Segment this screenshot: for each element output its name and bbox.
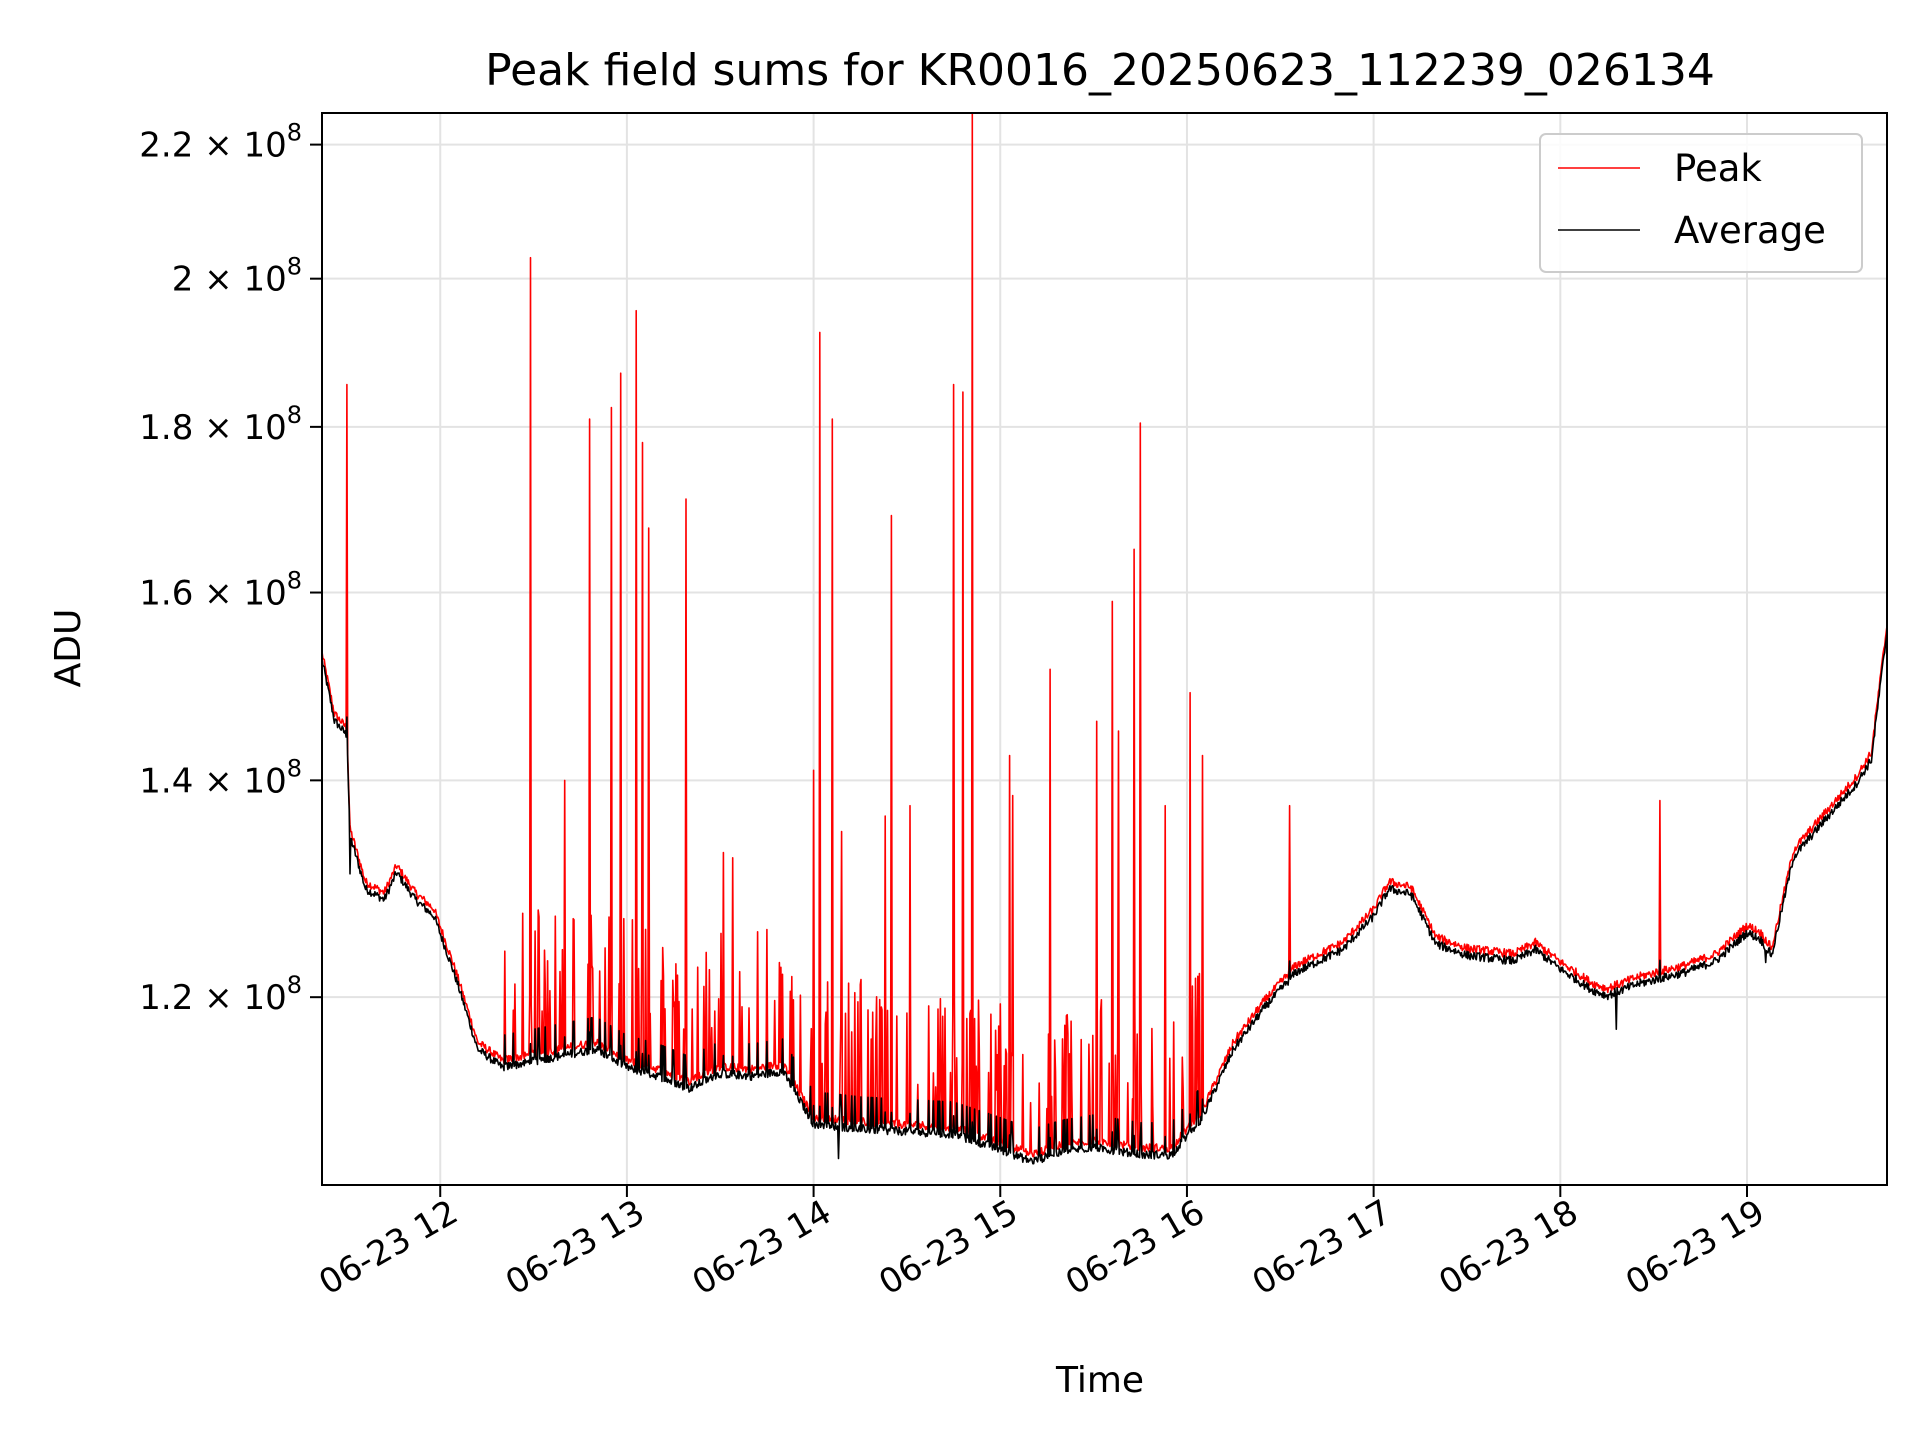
series-layer [321,112,1888,1165]
x-axis-label: Time [1055,1360,1144,1401]
x-axis: 06-23 12 06-23 13 06-23 14 06-23 15 06-23 16… [312,1185,1771,1303]
chart-title: Peak field sums for KR0016_20250623_1122… [485,45,1715,96]
legend-label-average: Average [1674,209,1826,252]
y-tick-label: 2 × 108 [172,253,302,300]
y-tick-label: 1.2 × 108 [139,971,302,1018]
x-tick-label: 06-23 12 [312,1192,464,1303]
y-tick-label: 2.2 × 108 [139,119,302,166]
y-tick-label: 1.4 × 108 [139,754,302,801]
y-axis-label: ADU [48,609,89,688]
series-line-peak [321,112,1888,1158]
x-tick-label: 06-23 13 [499,1192,651,1303]
y-tick-label: 1.6 × 108 [139,567,302,614]
y-axis: 1.2 × 108 1.4 × 108 1.6 × 108 1.8 × 108 2 × … [139,119,322,1018]
plot-area-frame [321,112,1888,1186]
x-tick-label: 06-23 14 [686,1192,838,1303]
y-tick-label: 1.8 × 108 [139,401,302,448]
legend-label-peak: Peak [1674,147,1762,190]
grid-lines [322,113,1887,1185]
x-tick-label: 06-23 17 [1246,1192,1398,1303]
x-tick-label: 06-23 18 [1432,1192,1584,1303]
x-tick-label: 06-23 15 [872,1192,1024,1303]
x-tick-label: 06-23 16 [1059,1192,1211,1303]
legend: Peak Average [1539,133,1863,273]
x-tick-label: 06-23 19 [1619,1192,1771,1303]
series-line-average [321,632,1888,1165]
